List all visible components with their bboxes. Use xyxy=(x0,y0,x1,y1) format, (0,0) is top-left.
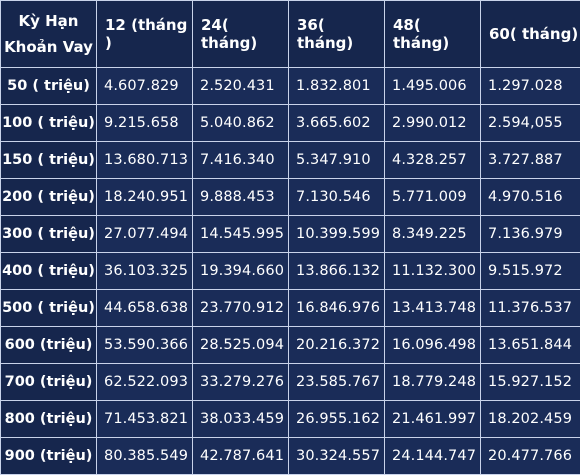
table-cell-payment: 20.477.766 xyxy=(481,438,580,475)
table-cell-payment: 33.279.276 xyxy=(193,364,289,401)
table-cell-payment: 13.680.713 xyxy=(97,142,193,179)
row-header-loan-amount: 500 ( triệu) xyxy=(1,290,97,327)
corner-header-loan-label: Khoản Vay xyxy=(1,34,96,60)
row-header-loan-amount: 400 ( triệu) xyxy=(1,253,97,290)
table-cell-payment: 19.394.660 xyxy=(193,253,289,290)
table-cell-payment: 42.787.641 xyxy=(193,438,289,475)
table-cell-payment: 20.216.372 xyxy=(289,327,385,364)
table-cell-payment: 9.888.453 xyxy=(193,179,289,216)
table-cell-payment: 44.658.638 xyxy=(97,290,193,327)
table-cell-payment: 7.136.979 xyxy=(481,216,580,253)
table-cell-payment: 4.970.516 xyxy=(481,179,580,216)
table-cell-payment: 2.520.431 xyxy=(193,68,289,105)
table-cell-payment: 13.413.748 xyxy=(385,290,481,327)
table-cell-payment: 4.328.257 xyxy=(385,142,481,179)
table-cell-payment: 9.215.658 xyxy=(97,105,193,142)
table-cell-payment: 9.515.972 xyxy=(481,253,580,290)
table-cell-payment: 10.399.599 xyxy=(289,216,385,253)
table-cell-payment: 62.522.093 xyxy=(97,364,193,401)
table-cell-payment: 5.347.910 xyxy=(289,142,385,179)
table-cell-payment: 23.585.767 xyxy=(289,364,385,401)
table-cell-payment: 11.376.537 xyxy=(481,290,580,327)
table-cell-payment: 4.607.829 xyxy=(97,68,193,105)
table-cell-payment: 2.594,055 xyxy=(481,105,580,142)
table-cell-payment: 24.144.747 xyxy=(385,438,481,475)
table-cell-payment: 27.077.494 xyxy=(97,216,193,253)
row-header-loan-amount: 100 ( triệu) xyxy=(1,105,97,142)
column-header-48-months: 48( tháng) xyxy=(385,1,481,68)
table-cell-payment: 3.665.602 xyxy=(289,105,385,142)
column-header-24-months: 24( tháng) xyxy=(193,1,289,68)
table-cell-payment: 16.846.976 xyxy=(289,290,385,327)
table-cell-payment: 15.927.152 xyxy=(481,364,580,401)
loan-repayment-table-container: Kỳ Hạn Khoản Vay 12 (tháng ) 24( tháng) … xyxy=(0,0,580,446)
table-cell-payment: 3.727.887 xyxy=(481,142,580,179)
table-cell-payment: 30.324.557 xyxy=(289,438,385,475)
table-cell-payment: 5.771.009 xyxy=(385,179,481,216)
table-cell-payment: 18.779.248 xyxy=(385,364,481,401)
table-cell-payment: 1.297.028 xyxy=(481,68,580,105)
table-cell-payment: 18.240.951 xyxy=(97,179,193,216)
table-cell-payment: 21.461.997 xyxy=(385,401,481,438)
column-header-60-months: 60( tháng) xyxy=(481,1,580,68)
table-cell-payment: 36.103.325 xyxy=(97,253,193,290)
corner-header-term-label: Kỳ Hạn xyxy=(1,8,96,34)
table-cell-payment: 5.040.862 xyxy=(193,105,289,142)
column-header-12-months: 12 (tháng ) xyxy=(97,1,193,68)
table-cell-payment: 2.990.012 xyxy=(385,105,481,142)
table-cell-payment: 7.416.340 xyxy=(193,142,289,179)
table-cell-payment: 13.866.132 xyxy=(289,253,385,290)
table-cell-payment: 14.545.995 xyxy=(193,216,289,253)
table-cell-payment: 1.832.801 xyxy=(289,68,385,105)
row-header-loan-amount: 700 (triệu) xyxy=(1,364,97,401)
row-header-loan-amount: 50 ( triệu) xyxy=(1,68,97,105)
table-cell-payment: 8.349.225 xyxy=(385,216,481,253)
row-header-loan-amount: 200 ( triệu) xyxy=(1,179,97,216)
table-cell-payment: 13.651.844 xyxy=(481,327,580,364)
row-header-loan-amount: 300 ( triệu) xyxy=(1,216,97,253)
table-cell-payment: 1.495.006 xyxy=(385,68,481,105)
table-cell-payment: 11.132.300 xyxy=(385,253,481,290)
table-cell-payment: 18.202.459 xyxy=(481,401,580,438)
row-header-loan-amount: 800 (triệu) xyxy=(1,401,97,438)
row-header-loan-amount: 150 ( triệu) xyxy=(1,142,97,179)
table-cell-payment: 38.033.459 xyxy=(193,401,289,438)
header-row: Kỳ Hạn Khoản Vay 12 (tháng ) 24( tháng) … xyxy=(1,1,580,68)
table-cell-payment: 7.130.546 xyxy=(289,179,385,216)
table-cell-payment: 53.590.366 xyxy=(97,327,193,364)
corner-header: Kỳ Hạn Khoản Vay xyxy=(1,1,97,68)
table-cell-payment: 28.525.094 xyxy=(193,327,289,364)
table-cell-payment: 26.955.162 xyxy=(289,401,385,438)
table-cell-payment: 71.453.821 xyxy=(97,401,193,438)
table-cell-payment: 16.096.498 xyxy=(385,327,481,364)
table-cell-payment: 23.770.912 xyxy=(193,290,289,327)
table-cell-payment: 80.385.549 xyxy=(97,438,193,475)
row-header-loan-amount: 600 (triệu) xyxy=(1,327,97,364)
column-header-36-months: 36( tháng) xyxy=(289,1,385,68)
row-header-loan-amount: 900 (triệu) xyxy=(1,438,97,475)
